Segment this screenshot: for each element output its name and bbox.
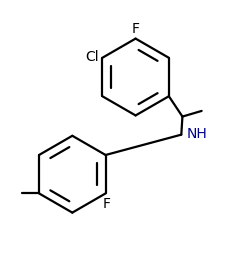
Text: Cl: Cl <box>85 50 99 64</box>
Text: NH: NH <box>186 126 207 141</box>
Text: F: F <box>102 197 110 212</box>
Text: F: F <box>131 22 139 36</box>
